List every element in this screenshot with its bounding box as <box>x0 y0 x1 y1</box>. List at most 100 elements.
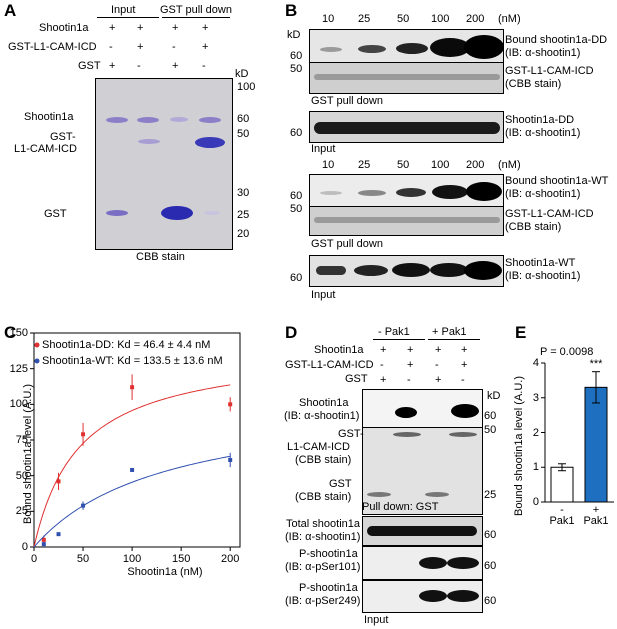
d-band <box>393 432 421 437</box>
b-blot-label: (CBB stain) <box>505 221 562 233</box>
d-band <box>367 492 391 497</box>
c-fit-curve <box>33 384 231 548</box>
a-band <box>161 206 193 220</box>
a-header-pulldown: GST pull down <box>160 4 232 16</box>
b-band <box>430 263 468 277</box>
d-band <box>419 590 447 602</box>
c-legend-wt: Shootin1a-WT: Kd = 133.5 ± 13.6 nM <box>42 355 223 367</box>
panel-e-label: E <box>515 323 527 342</box>
d-minus-underline <box>373 339 425 340</box>
a-band <box>106 210 128 216</box>
b-caption-input: Input <box>311 289 336 301</box>
b-band <box>466 182 502 201</box>
d-blot-1 <box>362 389 483 429</box>
a-band <box>106 117 128 123</box>
a-band <box>195 137 225 148</box>
c-data-point <box>81 432 86 437</box>
b-band <box>430 38 470 57</box>
b-conc: 25 <box>358 13 371 25</box>
e-bar <box>584 386 608 503</box>
d-blot-name: (CBB stain) <box>295 454 352 466</box>
e-ytick-label: 4 <box>532 357 539 369</box>
d-kd-label: kD <box>487 390 501 402</box>
c-legend-marker <box>34 358 40 364</box>
e-ytick-label: 3 <box>532 391 539 404</box>
a-sign: - <box>172 41 176 53</box>
b-conc: 25 <box>358 159 371 171</box>
a-sign: - <box>109 41 113 53</box>
b-band <box>396 43 428 54</box>
b-conc: 100 <box>431 13 450 25</box>
d-band <box>447 590 479 602</box>
b-blot-label: GST-L1-CAM-ICD <box>505 208 594 220</box>
d-header-minus: - Pak1 <box>378 326 410 338</box>
e-significance: *** <box>589 357 603 370</box>
d-blot-name: GST <box>329 478 352 490</box>
c-data-point <box>130 467 135 472</box>
e-category-label: - <box>560 504 564 516</box>
d-blot-2 <box>362 427 483 515</box>
c-ytick-label: 150 <box>9 327 28 339</box>
a-marker-20: 20 <box>237 228 250 240</box>
d-marker: 60 <box>484 410 497 422</box>
d-blot-name: P-shootin1a <box>299 582 358 594</box>
b-band <box>358 45 386 53</box>
a-sign: + <box>137 41 144 53</box>
a-marker-25: 25 <box>237 209 250 221</box>
panel-d-label: D <box>285 323 298 342</box>
a-sign: - <box>137 60 141 72</box>
d-band <box>425 492 449 497</box>
a-sign: - <box>202 60 206 72</box>
d-sign: - <box>461 374 465 386</box>
c-xtick-label: 100 <box>122 553 142 565</box>
c-data-point <box>56 532 61 537</box>
a-header-input: Input <box>111 4 136 16</box>
d-blot-name: Total shootin1a <box>286 518 360 530</box>
d-blot-name: GST- <box>338 428 364 440</box>
c-ytick-label: 0 <box>21 541 28 553</box>
b-conc: 50 <box>397 13 410 25</box>
a-marker-50: 50 <box>237 128 250 140</box>
c-xtick-label: 50 <box>76 553 90 565</box>
b-band <box>316 266 346 275</box>
b-blot-label: (CBB stain) <box>505 78 562 90</box>
d-band <box>395 407 417 418</box>
e-pvalue: P = 0.0098 <box>540 346 594 358</box>
d-header-plus: + Pak1 <box>432 326 467 338</box>
b-blot-label: (IB: α-shootin1) <box>505 188 581 200</box>
e-category-sublabel: Pak1 <box>583 515 609 527</box>
a-band <box>137 117 159 123</box>
b-blot-label: Bound shootin1a-WT <box>505 175 609 187</box>
d-marker: 60 <box>484 529 497 541</box>
d-row-label: GST <box>345 373 368 385</box>
d-band <box>367 526 477 536</box>
e-ytick-label: 0 <box>532 496 539 508</box>
b-conc: 10 <box>322 159 335 171</box>
b-marker: 50 <box>290 63 303 75</box>
e-category-sublabel: Pak1 <box>549 515 575 527</box>
b-blot-label: (IB: α-shootin1) <box>505 47 581 59</box>
b-blot-label: GST-L1-CAM-ICD <box>505 65 594 77</box>
c-xtick-label: 150 <box>171 553 191 565</box>
b-band <box>354 265 388 276</box>
a-band-label-gst: GST <box>44 208 67 220</box>
b-blot-6 <box>309 255 504 287</box>
d-blot-name: (IB: α-shootin1) <box>285 531 361 543</box>
a-row-label-gst-l1: GST-L1-CAM-ICD <box>8 41 97 53</box>
d-sign: + <box>435 344 442 356</box>
d-sign: - <box>380 359 384 371</box>
e-bar <box>550 466 574 503</box>
panel-b-label: B <box>285 1 298 20</box>
b-blot-label: (IB: α-shootin1) <box>505 127 581 139</box>
e-ytick-label: 2 <box>532 426 539 439</box>
a-band <box>170 117 188 122</box>
a-row-label-gst: GST <box>78 60 101 72</box>
d-blot-4 <box>362 516 483 546</box>
b-band <box>314 74 500 80</box>
d-caption-input: Input <box>364 614 389 626</box>
a-band <box>138 139 160 144</box>
d-band <box>447 557 479 569</box>
b-blot-label: Shootin1a-WT <box>505 257 576 269</box>
